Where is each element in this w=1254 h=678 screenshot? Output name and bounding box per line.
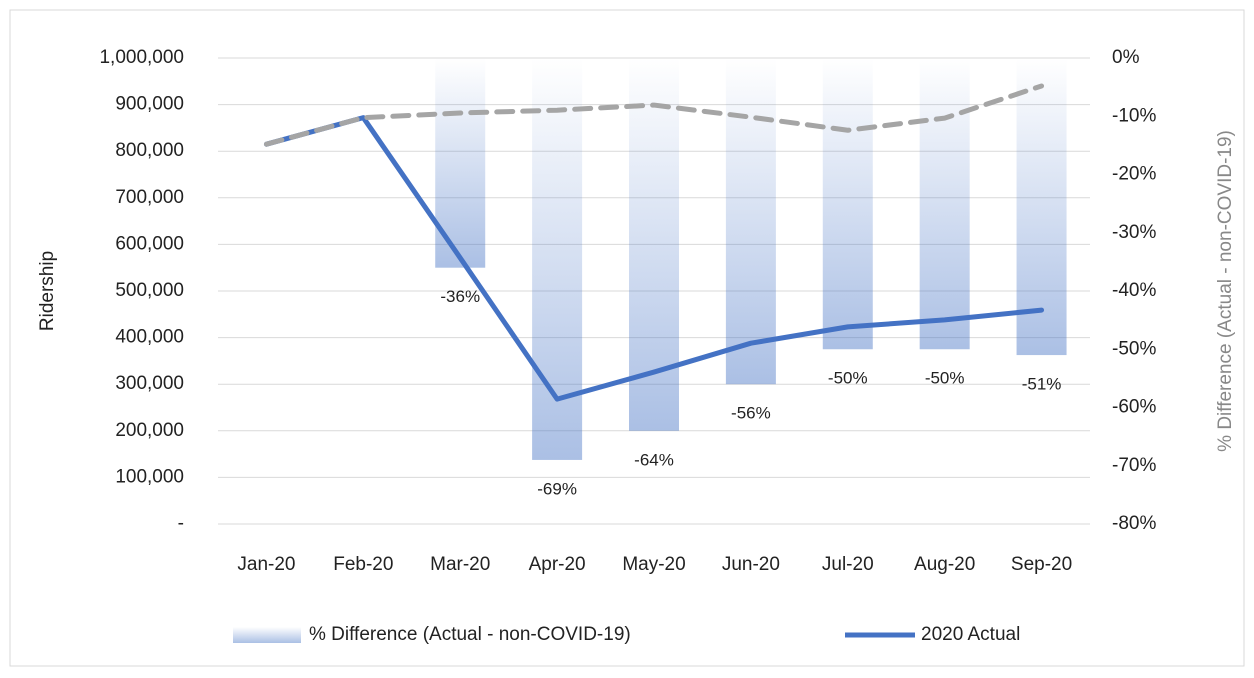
y-tick-label: 400,000 bbox=[115, 327, 184, 348]
bar bbox=[919, 58, 970, 350]
y-tick-label: 700,000 bbox=[115, 187, 184, 208]
y2-tick-label: -50% bbox=[1112, 338, 1156, 359]
bar bbox=[725, 58, 776, 385]
data-label: -50% bbox=[925, 369, 965, 388]
legend-swatch bbox=[233, 627, 301, 643]
data-label: -56% bbox=[731, 404, 771, 423]
x-tick-label: Feb-20 bbox=[333, 554, 393, 575]
y-tick-label: 900,000 bbox=[115, 94, 184, 115]
y2-tick-label: -60% bbox=[1112, 397, 1156, 418]
data-label: -50% bbox=[828, 369, 868, 388]
data-label: -51% bbox=[1022, 375, 1062, 394]
x-tick-label: Sep-20 bbox=[1011, 554, 1072, 575]
y2-tick-label: -20% bbox=[1112, 164, 1156, 185]
bar bbox=[1016, 58, 1067, 356]
x-tick-label: May-20 bbox=[622, 554, 685, 575]
y2-tick-label: -30% bbox=[1112, 222, 1156, 243]
y-tick-label: 800,000 bbox=[115, 140, 184, 161]
y2-tick-label: 0% bbox=[1112, 47, 1140, 68]
y-tick-label: 500,000 bbox=[115, 280, 184, 301]
x-tick-label: Mar-20 bbox=[430, 554, 490, 575]
y-tick-label: 600,000 bbox=[115, 233, 184, 254]
x-tick-label: Jun-20 bbox=[722, 554, 780, 575]
x-tick-label: Jul-20 bbox=[822, 554, 874, 575]
y2-tick-label: -10% bbox=[1112, 105, 1156, 126]
data-label: -36% bbox=[440, 287, 480, 306]
y2-tick-label: -80% bbox=[1112, 513, 1156, 534]
x-tick-label: Jan-20 bbox=[237, 554, 295, 575]
y-tick-label: - bbox=[178, 513, 184, 534]
bar bbox=[822, 58, 873, 350]
dashed-line bbox=[263, 83, 1045, 147]
line bbox=[263, 115, 1045, 402]
y-axis-title: Ridership bbox=[37, 251, 58, 331]
y-tick-label: 1,000,000 bbox=[99, 47, 184, 68]
x-tick-label: Aug-20 bbox=[914, 554, 975, 575]
legend-label: % Difference (Actual - non-COVID-19) bbox=[309, 624, 631, 645]
legend-label: 2020 Actual bbox=[921, 624, 1020, 645]
y2-tick-label: -70% bbox=[1112, 455, 1156, 476]
y-tick-label: 200,000 bbox=[115, 420, 184, 441]
data-label: -64% bbox=[634, 450, 674, 469]
x-tick-label: Apr-20 bbox=[529, 554, 586, 575]
y2-tick-label: -40% bbox=[1112, 280, 1156, 301]
y-tick-label: 300,000 bbox=[115, 373, 184, 394]
y2-axis-title: % Difference (Actual - non-COVID-19) bbox=[1215, 130, 1236, 452]
y-tick-label: 100,000 bbox=[115, 466, 184, 487]
data-label: -69% bbox=[537, 479, 577, 498]
